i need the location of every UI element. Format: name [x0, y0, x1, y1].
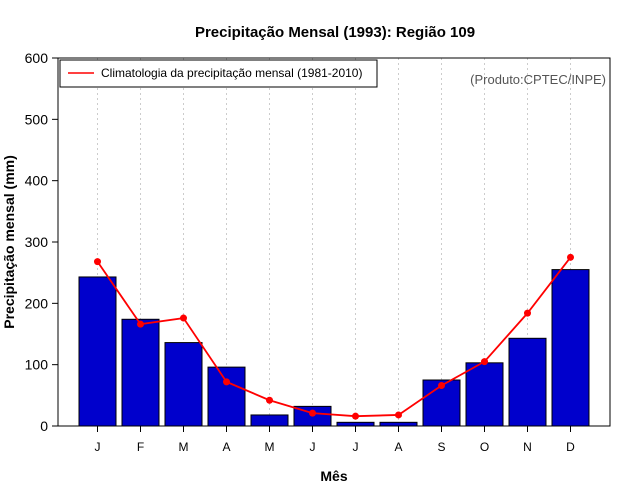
y-tick-label: 200	[25, 295, 49, 311]
bar-1	[78, 276, 117, 427]
y-tick-label: 100	[25, 357, 49, 373]
x-tick-label: O	[480, 440, 489, 454]
bar-3	[164, 342, 203, 427]
x-tick-label: S	[437, 440, 445, 454]
x-tick-label: N	[523, 440, 532, 454]
climatology-point-11	[524, 309, 531, 317]
x-tick-label: F	[137, 440, 144, 454]
climatology-point-6	[309, 409, 316, 417]
climatology-point-4	[223, 378, 230, 386]
bar-4	[207, 366, 246, 427]
product-credit-annotation: (Produto:CPTEC/INPE)	[470, 72, 606, 87]
bar-10	[465, 362, 504, 427]
y-tick-label: 0	[40, 418, 48, 434]
x-tick-label: M	[179, 440, 189, 454]
climatology-point-9	[438, 382, 445, 390]
bar-5	[250, 414, 289, 427]
climatology-series	[94, 253, 574, 420]
bar-2	[121, 318, 160, 427]
y-tick-label: 400	[25, 173, 49, 189]
legend: Climatologia da precipitação mensal (198…	[59, 59, 378, 88]
x-tick-label: J	[353, 440, 359, 454]
climatology-line	[96, 256, 572, 418]
y-tick-label: 300	[25, 234, 49, 250]
x-tick-label: D	[566, 440, 575, 454]
bar-11	[508, 337, 547, 427]
chart-title: Precipitação Mensal (1993): Região 109	[195, 24, 475, 41]
legend-box	[59, 59, 378, 88]
climatology-point-7	[352, 412, 359, 420]
x-tick-label: A	[222, 440, 230, 454]
y-tick-label: 500	[25, 111, 49, 127]
x-tick-label: J	[95, 440, 101, 454]
climatology-point-5	[266, 396, 273, 404]
bar-12	[551, 269, 590, 427]
climatology-point-2	[137, 320, 144, 328]
x-tick-label: J	[310, 440, 316, 454]
climatology-point-1	[94, 258, 101, 266]
x-tick-label: A	[394, 440, 402, 454]
bar-7	[336, 421, 375, 427]
bar-series	[78, 269, 590, 427]
legend-entry-climatology: Climatologia da precipitação mensal (198…	[101, 66, 362, 80]
climatology-point-3	[180, 314, 187, 322]
climatology-point-12	[567, 253, 574, 261]
y-axis-label: Precipitação mensal (mm)	[1, 155, 17, 329]
climatology-point-10	[481, 358, 488, 366]
x-tick-label: M	[265, 440, 275, 454]
climatology-point-8	[395, 411, 402, 419]
bar-8	[379, 421, 418, 427]
x-axis-label: Mês	[320, 468, 347, 484]
y-tick-label: 600	[25, 50, 49, 66]
y-axis: 0 100 200 300 400 500 600	[25, 50, 58, 434]
